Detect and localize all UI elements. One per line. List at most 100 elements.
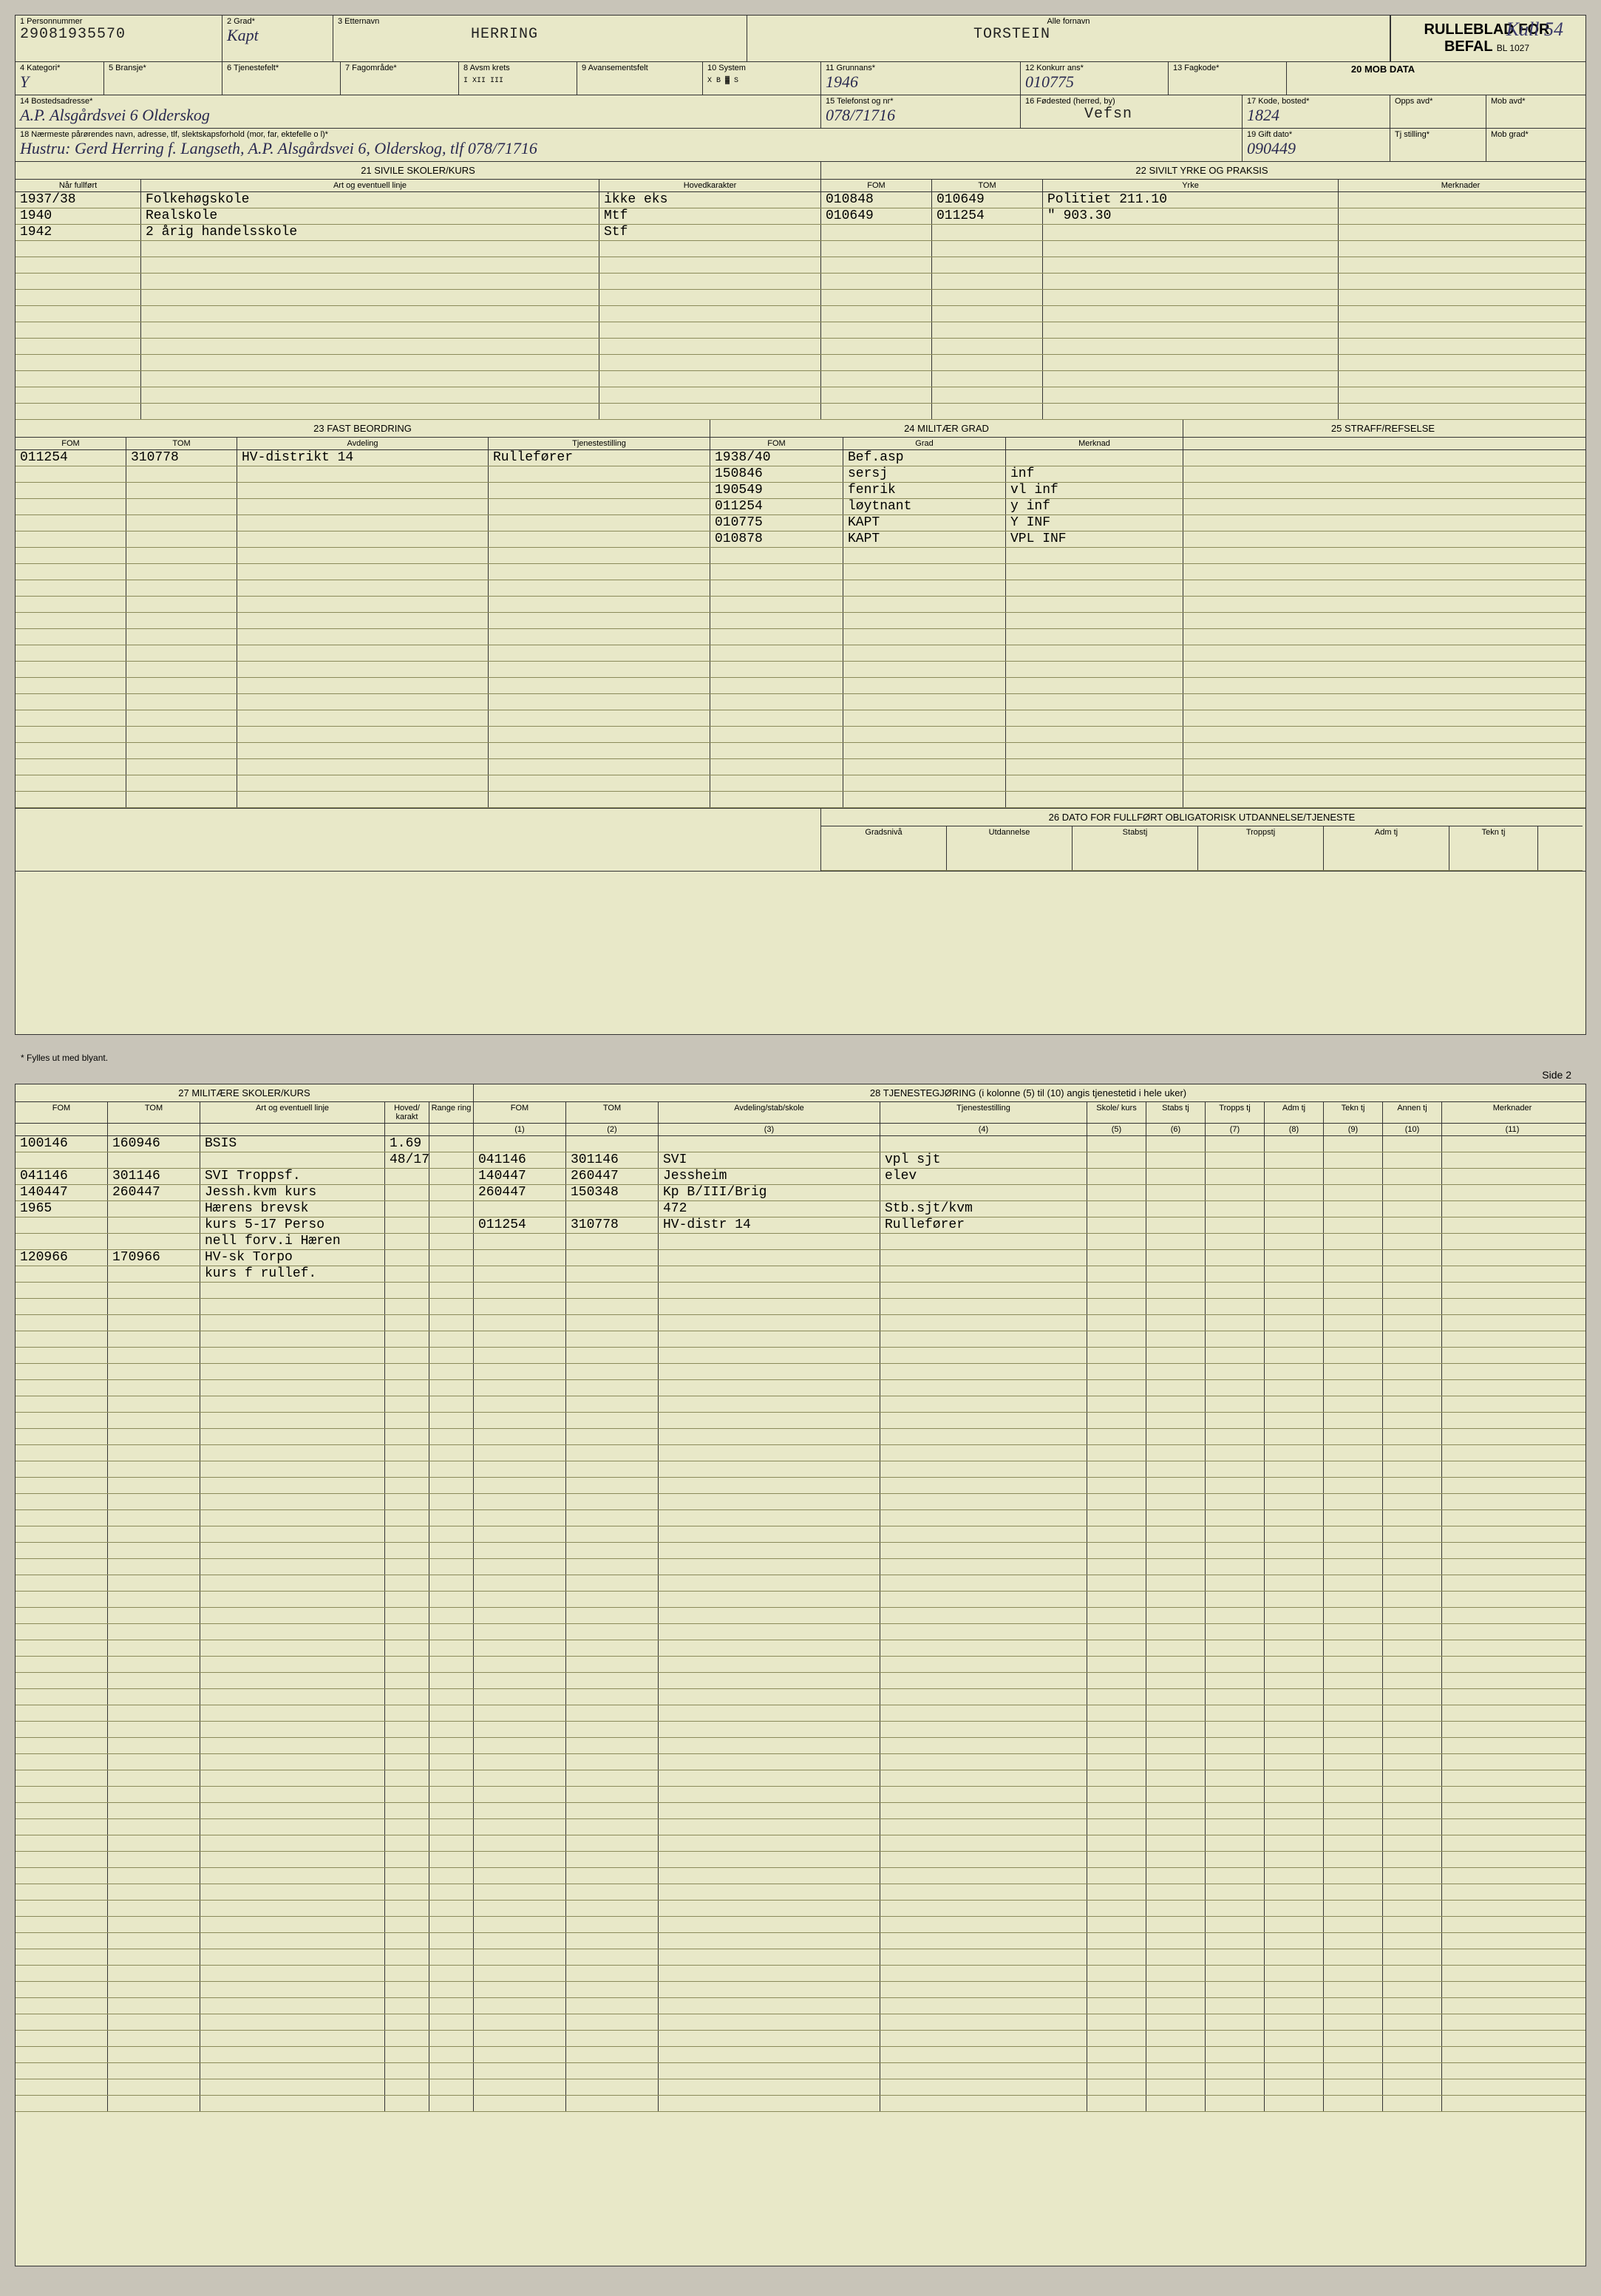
table-cell [566,1250,659,1266]
table-cell [385,1640,429,1656]
s21-h3: Hovedkarakter [599,180,821,191]
table-cell [1146,1640,1206,1656]
table-cell [566,1624,659,1640]
table-cell [1442,1136,1583,1152]
table-cell [108,1722,200,1737]
table-cell [429,1640,474,1656]
table-cell: 1940 [16,208,141,224]
table-cell [1324,1640,1383,1656]
table-cell [566,1478,659,1493]
table-cell [429,1852,474,1867]
table-cell: 011254 [16,450,126,466]
table-cell [474,1608,566,1623]
s28-h4: Tjenestestilling [880,1102,1087,1123]
table-cell [1206,1136,1265,1152]
table-cell [16,597,126,612]
table-row [16,1608,1585,1624]
table-cell [566,1982,659,1997]
table-cell: 260447 [474,1185,566,1200]
table-cell [880,1510,1087,1526]
table-cell [108,1738,200,1753]
f10-label: 10 System [707,64,816,72]
table-cell [1265,1592,1324,1607]
table-cell [200,1429,385,1444]
table-cell [1324,1608,1383,1623]
table-cell [200,1445,385,1461]
table-cell: KAPT [843,515,1006,531]
table-cell [126,515,237,531]
table-cell [108,2063,200,2079]
row-4: 18 Nærmeste pårørendes navn, adresse, tl… [16,129,1585,162]
table-cell [385,1787,429,1802]
table-cell [843,662,1006,677]
table-cell [1087,1429,1146,1444]
f9-label: 9 Avansementsfelt [582,64,698,72]
table-cell: 260447 [566,1169,659,1184]
table-cell [385,1494,429,1509]
table-cell: 1942 [16,225,141,240]
table-cell [108,1526,200,1542]
table-row [16,1348,1585,1364]
table-cell [200,1868,385,1884]
table-cell [200,1526,385,1542]
table-cell [16,1283,108,1298]
table-cell [1146,2079,1206,2095]
table-cell [1206,1803,1265,1818]
table-cell [1442,1884,1583,1900]
table-cell [1265,1429,1324,1444]
s23-25-header-row: FOM TOM Avdeling Tjenestestilling FOM Gr… [16,438,1585,450]
table-cell: SVI [659,1152,880,1168]
table-cell [1146,1852,1206,1867]
s21-s22-body: 1937/38Folkehøgskoleikke eks010848010649… [16,192,1585,420]
table-cell [1324,1380,1383,1396]
s23-25-title-row: 23 FAST BEORDRING 24 MILITÆR GRAD 25 STR… [16,420,1585,438]
s27-h3: Art og eventuell linje [200,1102,385,1123]
table-cell [1383,1673,1442,1688]
s28-h6: Stabs tj [1146,1102,1206,1123]
table-cell [1146,1283,1206,1298]
table-row [16,629,1585,645]
table-cell [200,1152,385,1168]
table-cell [108,1673,200,1688]
table-cell [566,1917,659,1932]
table-cell [1265,1445,1324,1461]
table-row [16,678,1585,694]
table-cell [659,1982,880,1997]
table-cell [385,1868,429,1884]
s21-s22-title-row: 21 SIVILE SKOLER/KURS 22 SIVILT YRKE OG … [16,162,1585,180]
table-cell [1442,1152,1583,1168]
table-cell [16,1917,108,1932]
table-row [16,1835,1585,1852]
table-cell [1087,1884,1146,1900]
table-cell [843,678,1006,693]
table-cell [385,1819,429,1835]
table-cell [1146,1510,1206,1526]
table-cell [599,404,821,419]
table-cell [1339,339,1583,354]
table-cell [126,792,237,807]
table-cell [108,1494,200,1509]
table-cell [385,2096,429,2111]
table-cell [1146,1657,1206,1672]
table-cell [1206,1315,1265,1331]
f8-label: 8 Avsm krets [463,64,572,72]
table-cell [659,1299,880,1314]
table-cell [429,1169,474,1184]
table-cell [566,1657,659,1672]
table-cell [1087,1136,1146,1152]
table-cell [385,1949,429,1965]
table-cell [1146,1217,1206,1233]
table-cell [566,1364,659,1379]
table-cell [108,1689,200,1705]
table-cell: 011254 [932,208,1043,224]
s26-h1: Gradsnivå [821,826,947,838]
table-cell [489,466,710,482]
table-row [16,1396,1585,1413]
table-cell: Jessheim [659,1169,880,1184]
table-cell [566,1998,659,2014]
table-cell [659,1608,880,1623]
table-cell: 260447 [108,1185,200,1200]
table-cell [710,645,843,661]
table-cell [566,1526,659,1542]
table-cell: Folkehøgskole [141,192,599,208]
